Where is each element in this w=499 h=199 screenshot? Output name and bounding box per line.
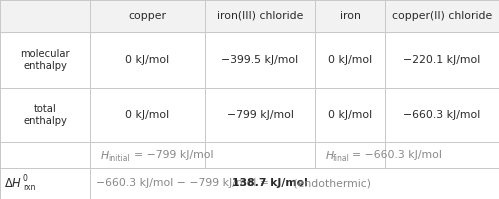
Text: copper: copper <box>129 11 167 21</box>
Text: $\mathit{H}$: $\mathit{H}$ <box>100 149 110 161</box>
Text: = −799 kJ/mol: = −799 kJ/mol <box>134 150 214 160</box>
Text: final: final <box>333 154 350 163</box>
Text: molecular
enthalpy: molecular enthalpy <box>20 49 70 71</box>
Text: 138.7 kJ/mol: 138.7 kJ/mol <box>232 179 308 188</box>
Text: copper(II) chloride: copper(II) chloride <box>392 11 492 21</box>
Text: iron(III) chloride: iron(III) chloride <box>217 11 303 21</box>
Text: total
enthalpy: total enthalpy <box>23 104 67 126</box>
Text: iron: iron <box>339 11 360 21</box>
Text: −799 kJ/mol: −799 kJ/mol <box>227 110 293 120</box>
Text: 0 kJ/mol: 0 kJ/mol <box>328 110 372 120</box>
Text: = −660.3 kJ/mol: = −660.3 kJ/mol <box>352 150 442 160</box>
Text: 0 kJ/mol: 0 kJ/mol <box>125 55 170 65</box>
Text: initial: initial <box>108 154 130 163</box>
Text: −220.1 kJ/mol: −220.1 kJ/mol <box>403 55 481 65</box>
Text: −399.5 kJ/mol: −399.5 kJ/mol <box>222 55 298 65</box>
Text: −660.3 kJ/mol − −799 kJ/mol =: −660.3 kJ/mol − −799 kJ/mol = <box>96 179 272 188</box>
Text: $\Delta \mathit{H}$: $\Delta \mathit{H}$ <box>4 177 22 190</box>
Text: (endothermic): (endothermic) <box>290 179 371 188</box>
Text: $\mathit{H}$: $\mathit{H}$ <box>325 149 335 161</box>
Text: 0 kJ/mol: 0 kJ/mol <box>125 110 170 120</box>
Text: rxn: rxn <box>23 183 35 192</box>
Text: 0: 0 <box>23 174 28 183</box>
Text: 0 kJ/mol: 0 kJ/mol <box>328 55 372 65</box>
Text: −660.3 kJ/mol: −660.3 kJ/mol <box>403 110 481 120</box>
Bar <box>0 0 499 32</box>
